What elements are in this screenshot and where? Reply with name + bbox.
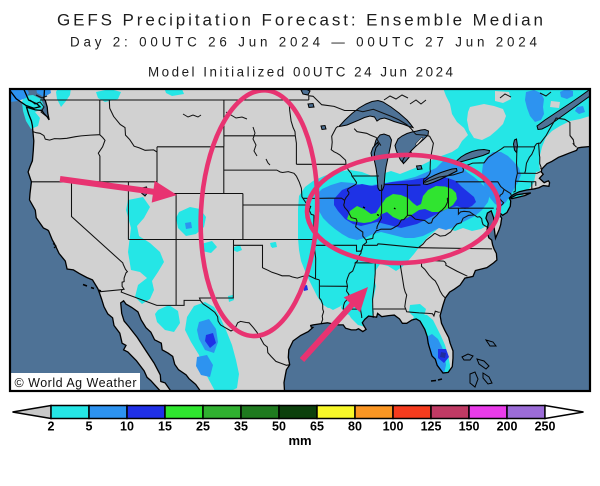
svg-text:Day 2: 00UTC 26 Jun 2024 — 00U: Day 2: 00UTC 26 Jun 2024 — 00UTC 27 Jun … (70, 35, 538, 50)
svg-text:200: 200 (497, 420, 518, 434)
svg-text:65: 65 (310, 420, 324, 434)
svg-text:mm: mm (288, 433, 311, 448)
svg-text:25: 25 (196, 420, 210, 434)
svg-text:80: 80 (348, 420, 362, 434)
svg-text:35: 35 (234, 420, 248, 434)
svg-text:100: 100 (383, 420, 404, 434)
svg-text:50: 50 (272, 420, 286, 434)
svg-text:2: 2 (48, 420, 55, 434)
svg-text:150: 150 (459, 420, 480, 434)
svg-text:© World Ag Weather: © World Ag Weather (15, 376, 137, 390)
svg-text:5: 5 (86, 420, 93, 434)
svg-text:GEFS Precipitation Forecast: E: GEFS Precipitation Forecast: Ensemble Me… (57, 11, 543, 30)
svg-text:10: 10 (120, 420, 134, 434)
svg-text:250: 250 (535, 420, 556, 434)
svg-text:125: 125 (421, 420, 442, 434)
svg-text:15: 15 (158, 420, 172, 434)
